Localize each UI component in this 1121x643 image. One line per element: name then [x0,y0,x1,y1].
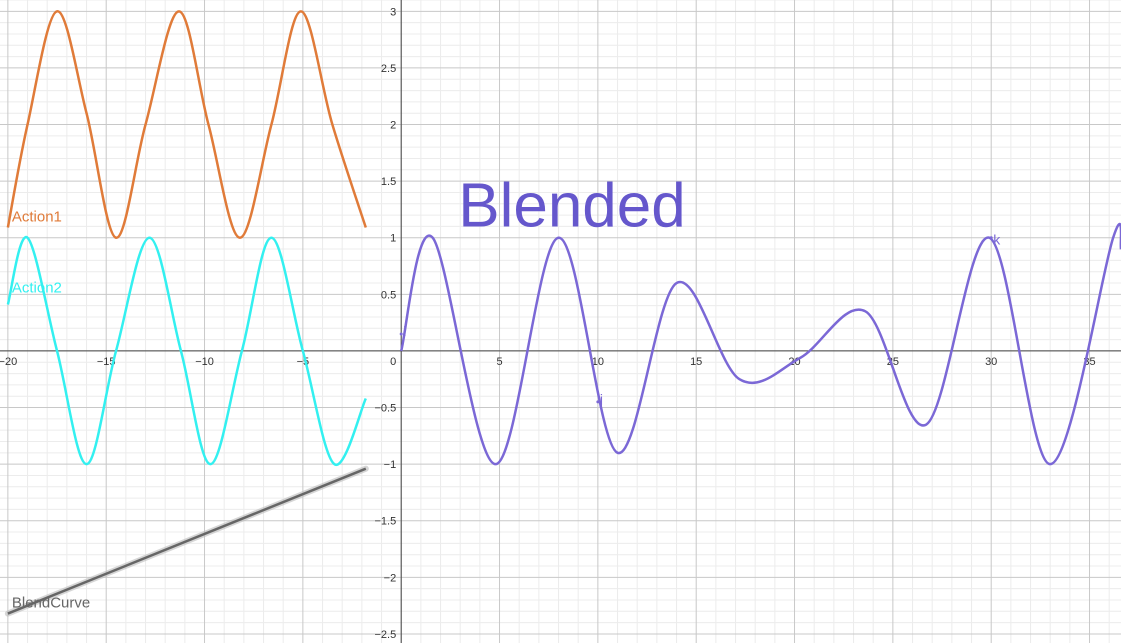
x-tick-label: 5 [496,356,502,368]
y-tick-label: 1.5 [381,176,396,188]
x-tick-label: 15 [690,356,702,368]
y-tick-label: −1 [384,459,397,471]
y-tick-label: 2 [390,120,396,132]
x-tick-label: −15 [97,356,116,368]
point-i-label: i [403,323,406,339]
blendcurve-curve[interactable] [7,467,367,615]
point-j-label: j [599,391,603,407]
y-tick-label: −2.5 [374,629,396,641]
label-layer: Action1 Action2 BlendCurve i j k [12,209,1001,612]
y-tick-label: 2.5 [381,63,396,75]
blendcurve-label: BlendCurve [12,595,90,612]
y-tick-label: −1.5 [374,516,396,528]
x-tick-label: −10 [195,356,214,368]
action2-curve[interactable] [6,236,367,466]
y-tick-label: 1 [390,233,396,245]
y-tick-label: 3 [390,6,396,18]
tick-labels: −20 −15 −10 −5 5 10 15 20 25 30 35−2.5−2−1.5−1−0.5… [0,6,1096,641]
y-tick-label: −0.5 [374,403,396,415]
x-tick-label: −20 [0,356,17,368]
point-k-label: k [993,232,1001,248]
x-tick-label: 30 [985,356,997,368]
y-tick-label: −2 [384,572,397,584]
action1-label: Action1 [12,209,62,226]
blended-curve[interactable] [399,222,1121,466]
blended-annotation: Blended [458,171,686,240]
series-layer[interactable] [4,10,1121,617]
action2-label: Action2 [12,280,62,297]
point-j-marker[interactable] [596,400,600,404]
y-tick-label: 0.5 [381,289,396,301]
x-tick-label: 10 [592,356,604,368]
action1-curve[interactable] [6,10,367,239]
point-k-marker[interactable] [989,236,993,240]
origin-label: 0 [390,356,396,368]
point-i-marker[interactable] [399,332,403,336]
